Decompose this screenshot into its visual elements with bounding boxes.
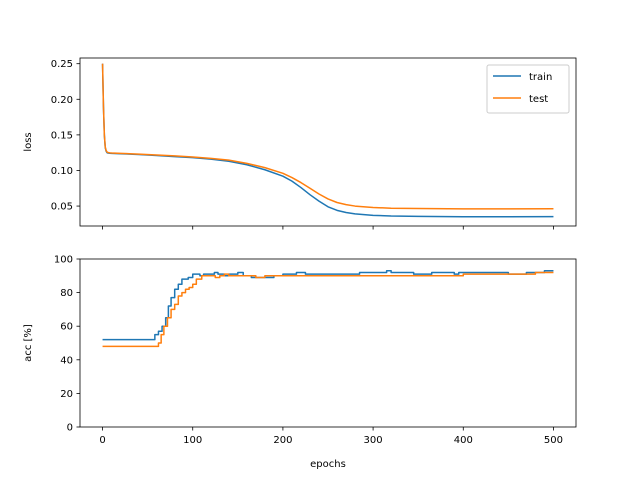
accuracy-series-test (102, 271, 554, 348)
loss-y-axis-label: loss (23, 132, 34, 151)
accuracy-y-ticks: 0 20 40 60 80 100 (54, 255, 80, 434)
loss-series-test (101, 63, 554, 210)
accuracy-x-tick-label: 0 (99, 435, 105, 446)
loss-y-tick-label: 0.20 (51, 95, 73, 106)
accuracy-x-tick-label: 400 (454, 435, 473, 446)
accuracy-y-tick-label: 100 (54, 255, 73, 266)
accuracy-x-tick-label: 300 (364, 435, 383, 446)
loss-axes-frame (79, 57, 577, 227)
legend-label-train: train (529, 72, 552, 83)
accuracy-y-tick-label: 40 (60, 355, 73, 366)
accuracy-axes-frame (79, 258, 577, 428)
loss-y-tick-label: 0.25 (51, 59, 73, 70)
accuracy-x-axis-label: epochs (310, 459, 346, 470)
accuracy-x-tick-label: 100 (183, 435, 202, 446)
accuracy-x-tick-label: 200 (273, 435, 292, 446)
accuracy-series-layer (102, 270, 554, 348)
accuracy-x-tick-label: 500 (544, 435, 563, 446)
loss-panel: 0.05 0.10 0.15 0.20 0.25 loss train test (23, 57, 577, 230)
accuracy-y-tick-label: 0 (67, 423, 73, 434)
accuracy-y-tick-label: 60 (60, 322, 73, 333)
loss-y-tick-label: 0.10 (51, 166, 73, 177)
accuracy-series-train (102, 270, 554, 341)
loss-series-layer (101, 63, 554, 218)
accuracy-y-tick-label: 80 (60, 288, 73, 299)
loss-y-tick-label: 0.05 (51, 202, 73, 213)
accuracy-panel: 0 100 200 300 400 500 0 20 40 60 80 100 acc [%] ep… (23, 255, 577, 470)
loss-y-tick-label: 0.15 (51, 130, 73, 141)
accuracy-y-tick-label: 20 (60, 389, 73, 400)
accuracy-y-axis-label: acc [%] (23, 324, 34, 362)
legend-box (486, 64, 570, 114)
legend-label-test: test (529, 94, 548, 105)
loss-x-ticks (102, 226, 554, 230)
accuracy-x-ticks: 0 100 200 300 400 500 (99, 427, 563, 446)
legend: train test (486, 64, 570, 114)
loss-y-ticks: 0.05 0.10 0.15 0.20 0.25 (51, 59, 80, 213)
